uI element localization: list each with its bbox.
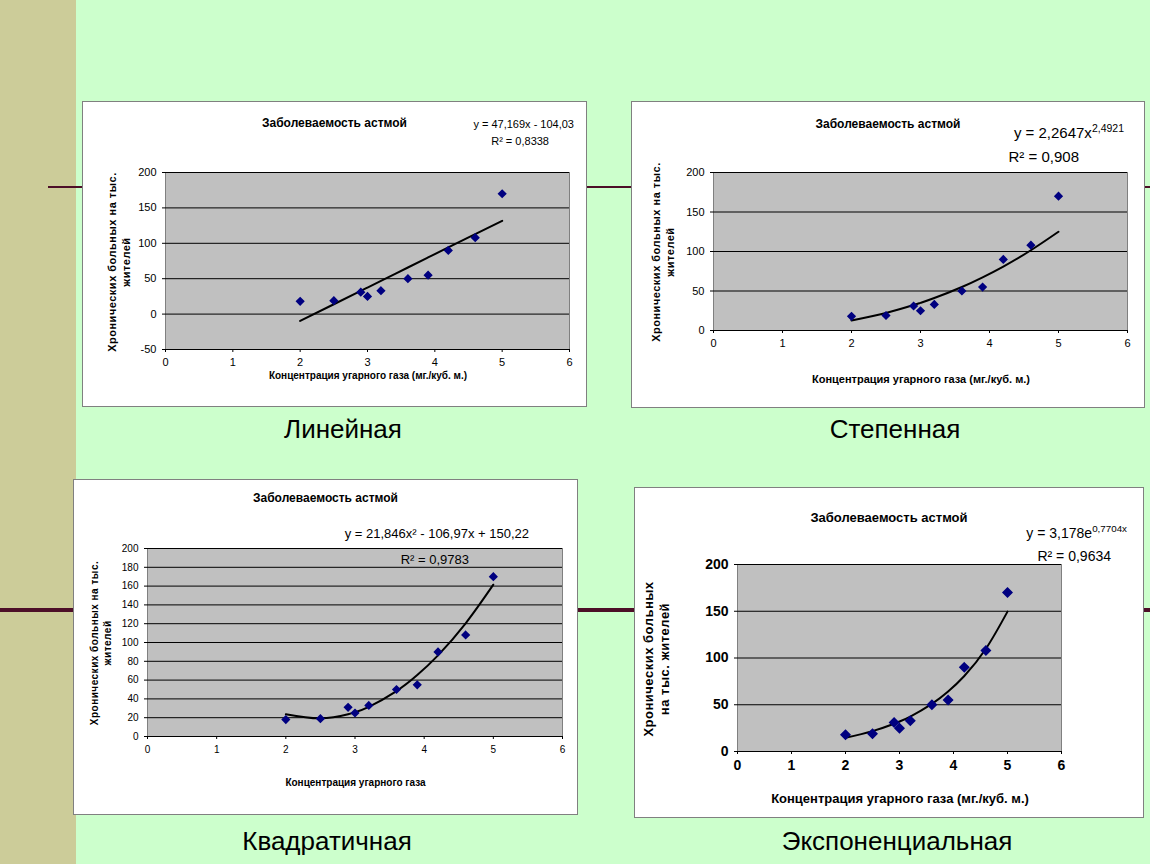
html-text:y = 3,178e0,7704x: y = 3,178e0,7704x [1026,523,1127,541]
svg-text:1: 1 [214,744,220,755]
svg-text:3: 3 [917,337,923,349]
svg-text:5: 5 [491,744,497,755]
svg-text:-50: -50 [141,343,157,355]
svg-text:5: 5 [499,356,505,368]
svg-text:5: 5 [1055,337,1061,349]
html-text:R² = 0,8338: R² = 0,8338 [491,135,549,147]
svg-text:5: 5 [1004,757,1012,773]
svg-text:50: 50 [144,272,156,284]
html-text:Заболеваемость астмой: Заболеваемость астмой [253,491,398,505]
svg-text:200: 200 [686,166,704,178]
html-text:y = 21,846x² - 106,97x + 150,2: y = 21,846x² - 106,97x + 150,22 [344,526,529,541]
svg-text:0: 0 [145,744,151,755]
svg-text:100: 100 [122,637,139,648]
html-text:R² = 0,9634: R² = 0,9634 [1037,548,1111,564]
html-text:Хронических больных на тыс. жи: Хронических больных на тыс. жителей [106,171,132,352]
svg-text:0: 0 [133,731,139,742]
svg-text:0: 0 [710,337,716,349]
svg-text:150: 150 [686,206,704,218]
svg-text:200: 200 [138,166,156,178]
svg-text:6: 6 [1058,757,1066,773]
html-text:Квадратичная: Квадратичная [242,826,412,856]
svg-text:6: 6 [566,356,572,368]
html-text:Концентрация угарного газа (мг: Концентрация угарного газа (мг./куб. м.) [268,370,468,381]
svg-text:0: 0 [150,308,156,320]
svg-text:6: 6 [1124,337,1130,349]
svg-text:3: 3 [896,757,904,773]
svg-text:3: 3 [364,356,370,368]
html-text:Экспоненциальная: Экспоненциальная [781,826,1013,856]
html-text:Хронических больных на тыс. жи: Хронических больных на тыс. жителей [650,162,676,342]
svg-text:4: 4 [950,757,958,773]
svg-text:40: 40 [127,693,139,704]
html-text:Заболеваемость астмой: Заболеваемость астмой [262,116,407,130]
svg-text:200: 200 [122,543,139,554]
svg-text:100: 100 [138,237,156,249]
svg-text:150: 150 [705,603,729,619]
svg-text:6: 6 [560,744,566,755]
svg-text:140: 140 [122,599,139,610]
svg-text:2: 2 [297,356,303,368]
svg-text:4: 4 [421,744,427,755]
html-text:Заболеваемость астмой: Заболеваемость астмой [815,117,961,131]
html-text:R² = 0,9783: R² = 0,9783 [400,552,469,567]
html-text:Концентрация угарного газа (мг: Концентрация угарного газа (мг./куб. м.) [771,791,1029,806]
svg-text:2: 2 [842,757,850,773]
svg-text:60: 60 [127,674,139,685]
svg-text:100: 100 [705,649,729,665]
svg-text:150: 150 [138,201,156,213]
html-text:Линейная: Линейная [284,414,402,444]
svg-text:1: 1 [230,356,236,368]
svg-text:0: 0 [162,356,168,368]
svg-text:2: 2 [283,744,289,755]
svg-text:3: 3 [352,744,358,755]
svg-text:1: 1 [788,757,796,773]
svg-text:0: 0 [721,743,729,759]
svg-text:180: 180 [122,562,139,573]
svg-text:1: 1 [779,337,785,349]
html-text:y = 2,2647x2,4921: y = 2,2647x2,4921 [1013,122,1124,141]
svg-text:50: 50 [713,696,729,712]
svg-text:100: 100 [686,245,704,257]
svg-text:2: 2 [848,337,854,349]
svg-text:20: 20 [127,712,139,723]
html-text:Хронических больных на тыс. жи: Хронических больных на тыс. жителей [641,580,672,737]
svg-text:80: 80 [127,656,139,667]
svg-text:50: 50 [692,285,704,297]
html-text:Заболеваемость астмой: Заболеваемость астмой [810,510,968,525]
svg-text:160: 160 [122,580,139,591]
svg-text:4: 4 [986,337,992,349]
html-text:Концентрация угарного газа: Концентрация угарного газа [285,777,426,788]
html-text:Хронических больных на тыс. жи: Хронических больных на тыс. жителей [89,560,113,726]
svg-text:0: 0 [734,757,742,773]
html-text:Степенная: Степенная [829,414,961,444]
svg-text:0: 0 [698,324,704,336]
svg-text:4: 4 [432,356,438,368]
html-text:R² = 0,908: R² = 0,908 [1008,148,1079,165]
svg-text:120: 120 [122,618,139,629]
html-text:Концентрация угарного газа (мг: Концентрация угарного газа (мг./куб. м.) [812,373,1030,385]
html-text:y = 47,169x - 104,03: y = 47,169x - 104,03 [473,118,574,130]
svg-text:200: 200 [705,556,729,572]
